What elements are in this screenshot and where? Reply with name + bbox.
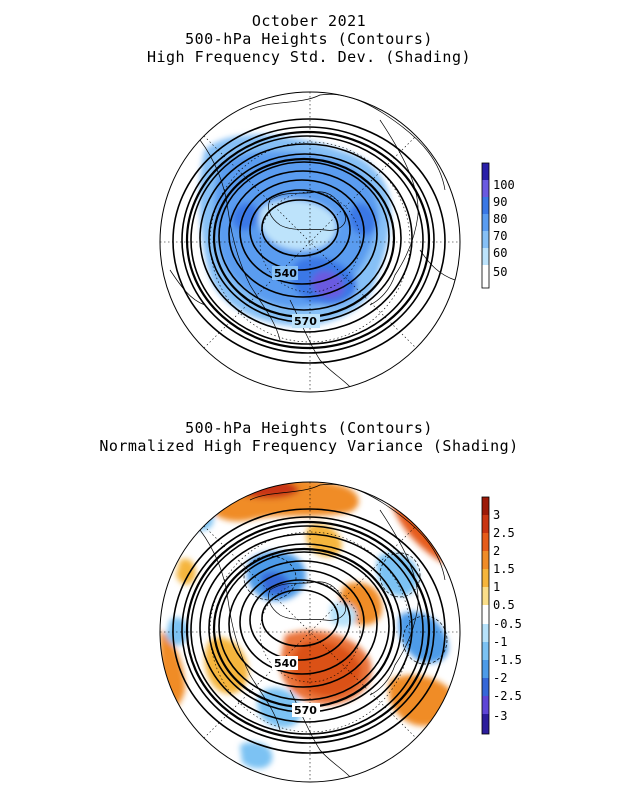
bottom-shading-layer — [160, 482, 460, 782]
top-cb-swatch-5 — [482, 248, 489, 265]
bottom-cb-swatch-2 — [482, 533, 489, 551]
bottom-shade-pos-nw — [176, 558, 196, 585]
bottom-cb-swatch-10 — [482, 678, 489, 696]
bottom-height-contours — [172, 508, 446, 754]
top-cb-label-50: 50 — [493, 265, 507, 279]
top-map-border — [159, 91, 461, 393]
bottom-shade-neg-nw — [186, 503, 214, 531]
bottom-cb-label-0-5: 0.5 — [493, 598, 515, 612]
top-label-540-bg — [272, 266, 298, 280]
bottom-polar-map — [159, 481, 461, 783]
top-title-line-3: High Frequency Std. Dev. (Shading) — [146, 48, 472, 66]
bottom-panel-title: 500-hPa Heights (Contours) Normalized Hi… — [0, 419, 618, 455]
top-label-570-bg — [292, 314, 320, 328]
bottom-cb-swatch-4 — [482, 569, 489, 587]
bottom-cb-label-neg-1: -1 — [493, 635, 507, 649]
bottom-cb-label-neg-1-5: -1.5 — [493, 653, 522, 667]
bottom-cb-label-1: 1 — [493, 580, 500, 594]
top-cb-swatch-1 — [482, 180, 489, 197]
top-cb-swatch-2 — [482, 197, 489, 214]
bottom-map-border — [159, 481, 461, 783]
bottom-cb-label-2: 2 — [493, 544, 500, 558]
top-cb-label-60: 60 — [493, 246, 507, 260]
top-contour-label-540: 540 — [274, 267, 297, 280]
top-title-line-2: 500-hPa Heights (Contours) — [185, 30, 433, 48]
bottom-cb-swatch-9 — [482, 660, 489, 678]
bottom-shade-neg-far-south — [240, 742, 273, 769]
bottom-cb-label-neg-0-5: -0.5 — [493, 617, 522, 631]
bottom-title-line-1: 500-hPa Heights (Contours) — [185, 419, 433, 437]
bottom-title-line-2: Normalized High Frequency Variance (Shad… — [99, 437, 519, 455]
bottom-shade-neg-south — [257, 688, 301, 728]
bottom-cb-label-2-5: 2.5 — [493, 526, 515, 540]
bottom-cb-swatch-7 — [482, 624, 489, 642]
top-polar-map — [159, 91, 461, 393]
top-cb-label-70: 70 — [493, 229, 507, 243]
top-cb-label-100: 100 — [493, 178, 515, 192]
bottom-cb-swatch-6 — [482, 605, 489, 624]
bottom-cb-swatch-1 — [482, 515, 489, 533]
top-cb-swatch-6 — [482, 265, 489, 288]
top-cb-frame — [481, 162, 490, 289]
top-contour-label-570: 570 — [294, 315, 317, 328]
bottom-cb-swatch-5 — [482, 587, 489, 605]
bottom-label-540-bg — [272, 656, 298, 670]
bottom-cb-label-3: 3 — [493, 508, 500, 522]
top-shade-low-core — [259, 199, 337, 251]
bottom-cb-swatch-3 — [482, 551, 489, 569]
top-cb-label-80: 80 — [493, 212, 507, 226]
bottom-cb-swatch-8 — [482, 642, 489, 660]
bottom-contour-label-540: 540 — [274, 657, 297, 670]
bottom-label-570-bg — [292, 703, 320, 717]
bottom-cb-label-neg-3: -3 — [493, 709, 507, 723]
bottom-contour-label-570: 570 — [294, 704, 317, 717]
bottom-cb-swatch-12 — [482, 714, 489, 734]
top-cb-swatch-3 — [482, 214, 489, 231]
top-cb-swatch-0 — [482, 163, 489, 180]
top-panel-title: October 2021 500-hPa Heights (Contours) … — [0, 12, 618, 66]
bottom-cb-frame — [481, 496, 490, 735]
bottom-cb-swatch-11 — [482, 696, 489, 714]
top-title-line-1: October 2021 — [251, 12, 367, 30]
top-colorbar: 100 90 80 70 60 50 — [481, 162, 515, 289]
bottom-cb-label-neg-2: -2 — [493, 671, 507, 685]
top-cb-swatch-4 — [482, 231, 489, 248]
bottom-cb-swatch-0 — [482, 497, 489, 515]
bottom-cb-label-1-5: 1.5 — [493, 562, 515, 576]
top-shade-west-max — [232, 203, 259, 231]
top-shading-layer — [160, 92, 460, 392]
top-cb-label-90: 90 — [493, 195, 507, 209]
bottom-shade-pos-north — [200, 482, 359, 522]
bottom-cb-label-neg-2-5: -2.5 — [493, 689, 522, 703]
bottom-colorbar: 3 2.5 2 1.5 1 0.5 -0.5 -1 -1.5 -2 -2.5 -… — [481, 496, 522, 735]
